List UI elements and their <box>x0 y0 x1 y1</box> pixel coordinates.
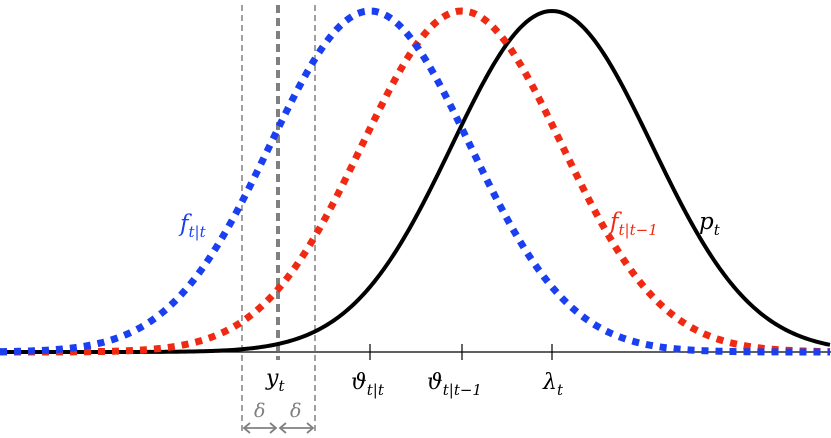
curve-f-t-given-t <box>0 7 830 356</box>
delta-left-label: δ <box>254 400 265 422</box>
axis-label-theta-tt: ϑt|t <box>351 370 385 399</box>
label-f-tt1: ft|t−1 <box>608 209 658 239</box>
axis-label-theta-tt1: ϑt|t−1 <box>427 370 482 399</box>
delta-arrows <box>242 422 315 434</box>
axis-label-y-t: yt <box>265 366 285 395</box>
delta-right-label: δ <box>290 400 301 422</box>
label-p-t: pt <box>699 209 721 239</box>
delta-window <box>241 5 316 432</box>
axis-label-lambda-t: λt <box>542 370 564 399</box>
curve-f-t-given-t-minus-1 <box>0 7 831 356</box>
curve-p-t <box>0 8 831 354</box>
label-f-tt: ft|t <box>178 211 207 241</box>
